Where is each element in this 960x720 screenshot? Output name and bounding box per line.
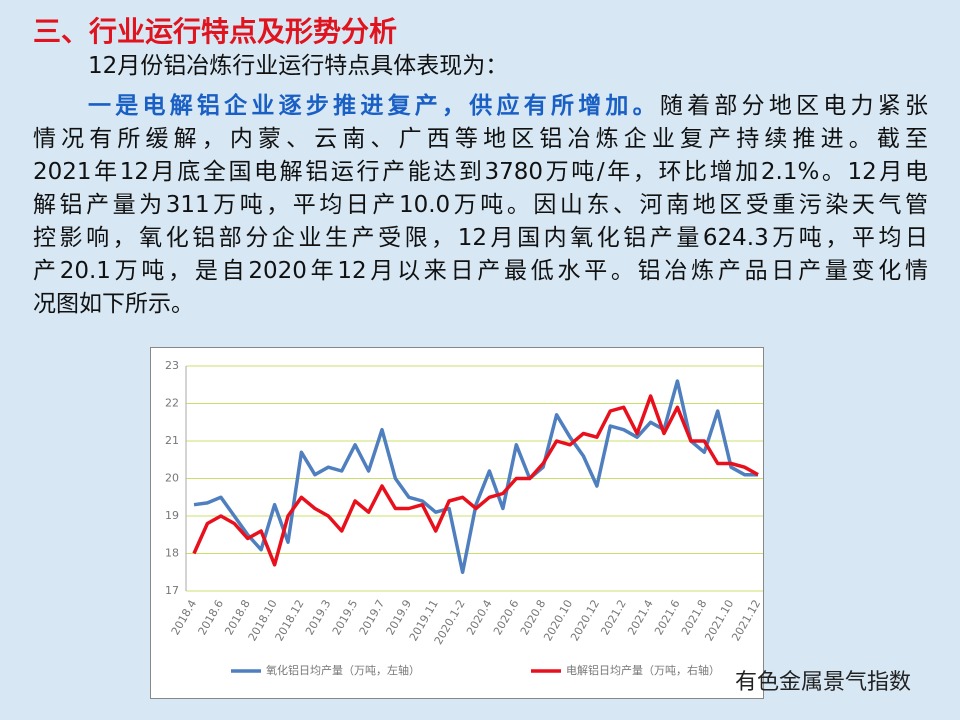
- watermark: 有色金属景气指数: [735, 670, 912, 695]
- title: 三、行业运行特点及形势分析: [33, 15, 398, 48]
- y-tick-label: 22: [165, 397, 179, 410]
- y-tick-label: 18: [165, 547, 179, 560]
- line: 控影响，氧化铝部分企业生产受限，12月国内氧化铝产量624.3万吨，平均日: [33, 225, 928, 251]
- chart-box: 171819202122238.599.51010.51111.52018.42…: [150, 347, 798, 699]
- text: 随着部分地区电力紧张: [659, 93, 929, 119]
- line: 解铝产量为311万吨，平均日产10.0万吨。因山东、河南地区受重污染天气管: [33, 192, 928, 218]
- y-tick-label: 21: [165, 434, 179, 447]
- line: 情况有所缓解，内蒙、云南、广西等地区铝冶炼企业复产持续推进。截至: [33, 126, 928, 152]
- chart: 171819202122238.599.51010.51111.52018.42…: [165, 359, 798, 677]
- y-tick-label: 23: [165, 359, 179, 372]
- line: 况图如下所示。: [33, 291, 194, 317]
- lead: 一是电解铝企业逐步推进复产，供应有所增加。: [88, 93, 660, 119]
- y-tick-label: 19: [165, 509, 179, 522]
- y-tick-label: 20: [165, 472, 179, 485]
- intro: 12月份铝冶炼行业运行特点具体表现为：: [88, 53, 509, 79]
- line: 2021年12月底全国电解铝运行产能达到3780万吨/年，环比增加2.1%。12…: [33, 159, 928, 185]
- series-line: [192, 394, 759, 567]
- y-tick-label: 17: [165, 584, 179, 597]
- series-line: [193, 379, 758, 575]
- line: 产20.1万吨，是自2020年12月以来日产最低水平。铝冶炼产品日产量变化情: [33, 258, 928, 284]
- legend-label: 电解铝日均产量（万吨，右轴）: [566, 663, 720, 677]
- legend-label: 氧化铝日均产量（万吨，左轴）: [266, 663, 420, 677]
- line: 一是电解铝企业逐步推进复产，供应有所增加。随着部分地区电力紧张: [33, 90, 928, 123]
